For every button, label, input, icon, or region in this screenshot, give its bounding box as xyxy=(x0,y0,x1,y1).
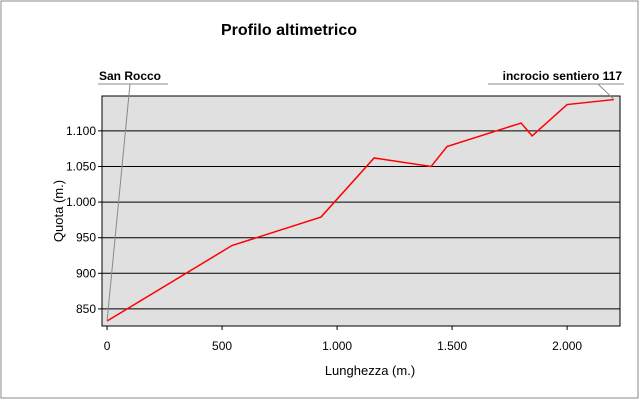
x-tick-label: 0 xyxy=(104,339,111,353)
annotation: San Rocco xyxy=(99,69,161,83)
annotation: incrocio sentiero 117 xyxy=(503,69,623,83)
x-tick-label: 2.000 xyxy=(552,339,582,353)
annotation-leader xyxy=(106,83,131,322)
x-tick-label: 1.000 xyxy=(322,339,352,353)
annotation-leader xyxy=(597,83,615,100)
chart-title: Profilo altimetrico xyxy=(221,22,357,39)
x-axis-label: Lunghezza (m.) xyxy=(325,363,415,378)
y-tick-label: 1.100 xyxy=(66,124,96,138)
y-tick-label: 900 xyxy=(76,266,96,280)
x-tick-label: 1.500 xyxy=(437,339,467,353)
y-tick-label: 1.000 xyxy=(66,195,96,209)
y-tick-label: 1.050 xyxy=(66,159,96,173)
x-tick-label: 500 xyxy=(212,339,232,353)
line-series xyxy=(106,98,615,322)
y-tick-label: 950 xyxy=(76,231,96,245)
y-axis-label: Quota (m.) xyxy=(51,180,66,242)
y-tick-label: 850 xyxy=(76,302,96,316)
